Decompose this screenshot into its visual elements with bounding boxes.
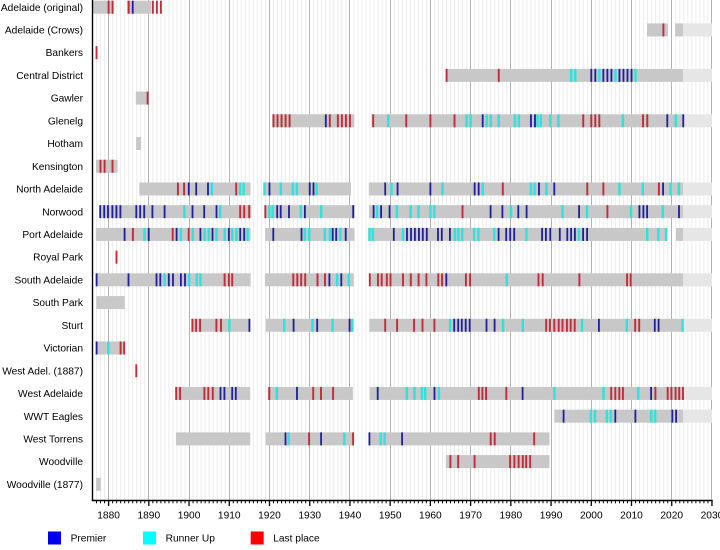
svg-text:West Torrens: West Torrens <box>23 434 83 445</box>
svg-text:Kensington: Kensington <box>32 162 83 173</box>
svg-text:1990: 1990 <box>540 510 563 521</box>
svg-text:2010: 2010 <box>620 510 643 521</box>
svg-text:North Adelaide: North Adelaide <box>16 185 83 196</box>
svg-text:South Park: South Park <box>33 298 84 309</box>
svg-text:Adelaide (original): Adelaide (original) <box>1 3 83 14</box>
svg-text:1880: 1880 <box>97 510 120 521</box>
svg-text:Bankers: Bankers <box>46 48 83 59</box>
svg-text:Runner Up: Runner Up <box>166 534 216 545</box>
svg-text:West Adelaide: West Adelaide <box>18 389 83 400</box>
svg-text:Glenelg: Glenelg <box>48 116 83 127</box>
svg-text:Adelaide (Crows): Adelaide (Crows) <box>5 26 83 37</box>
svg-text:1960: 1960 <box>419 510 442 521</box>
svg-text:1970: 1970 <box>459 510 482 521</box>
svg-text:2030: 2030 <box>701 510 720 521</box>
svg-text:Norwood: Norwood <box>42 207 83 218</box>
svg-text:Premier: Premier <box>71 534 107 545</box>
svg-text:Last place: Last place <box>273 534 320 545</box>
svg-text:1980: 1980 <box>500 510 523 521</box>
svg-text:WWT Eagles: WWT Eagles <box>24 412 83 423</box>
svg-text:1930: 1930 <box>298 510 321 521</box>
svg-text:1900: 1900 <box>178 510 201 521</box>
svg-text:Gawler: Gawler <box>51 94 84 105</box>
svg-text:1920: 1920 <box>258 510 281 521</box>
svg-text:2000: 2000 <box>580 510 603 521</box>
svg-text:Hotham: Hotham <box>47 139 83 150</box>
svg-text:1910: 1910 <box>218 510 241 521</box>
svg-text:Victorian: Victorian <box>44 344 83 355</box>
svg-text:Woodville (1877): Woodville (1877) <box>7 480 83 491</box>
svg-text:South Adelaide: South Adelaide <box>14 275 83 286</box>
svg-text:Port Adelaide: Port Adelaide <box>22 230 83 241</box>
svg-text:Central District: Central District <box>16 71 83 82</box>
svg-text:West Adel. (1887): West Adel. (1887) <box>2 366 83 377</box>
svg-text:1940: 1940 <box>339 510 362 521</box>
svg-text:Woodville: Woodville <box>39 457 83 468</box>
svg-text:1890: 1890 <box>137 510 160 521</box>
svg-text:1950: 1950 <box>379 510 402 521</box>
svg-text:Sturt: Sturt <box>61 321 83 332</box>
svg-text:2020: 2020 <box>660 510 683 521</box>
svg-text:Royal Park: Royal Park <box>33 253 84 264</box>
